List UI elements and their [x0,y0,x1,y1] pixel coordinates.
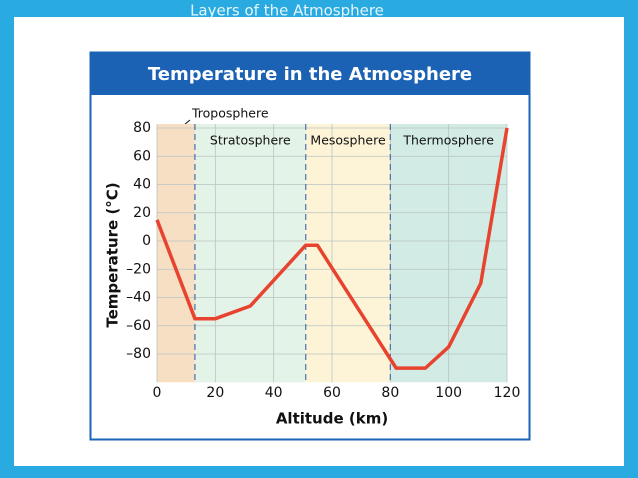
chart-header [91,53,529,95]
x-tick-label: 60 [323,385,341,401]
x-tick-label: 40 [265,385,283,401]
y-tick-label: 40 [133,177,151,193]
layer-band [157,124,195,383]
y-tick-label: –80 [126,346,151,362]
plot: Troposphere Stratosphere Mesosphere Thermos… [126,106,520,402]
layer-label: Thermosphere [402,133,494,148]
y-tick-label: –20 [126,261,151,277]
y-tick-label: –40 [126,290,151,306]
y-tick-label: 0 [142,233,151,249]
layer-label: Troposphere [191,106,269,121]
chart-title: Temperature in the Atmosphere [148,64,472,85]
y-tick-label: 80 [133,120,151,136]
x-tick-label: 120 [494,385,521,401]
x-tick-label: 20 [206,385,224,401]
y-axis-label: Temperature (°C) [104,182,122,327]
y-tick-label: 60 [133,148,151,164]
x-tick-label: 0 [153,385,162,401]
x-axis-label: Altitude (km) [276,410,388,428]
x-tick-label: 80 [381,385,399,401]
layer-label: Mesosphere [310,133,386,148]
x-tick-label: 100 [435,385,462,401]
layer-band [194,124,306,383]
y-tick-label: –60 [126,318,151,334]
temperature-line [155,127,509,370]
slide-title: Layers of the Atmosphere [190,2,384,20]
layer-label: Stratosphere [210,133,291,148]
y-tick-label: 20 [133,205,151,221]
layer-band [305,124,391,383]
